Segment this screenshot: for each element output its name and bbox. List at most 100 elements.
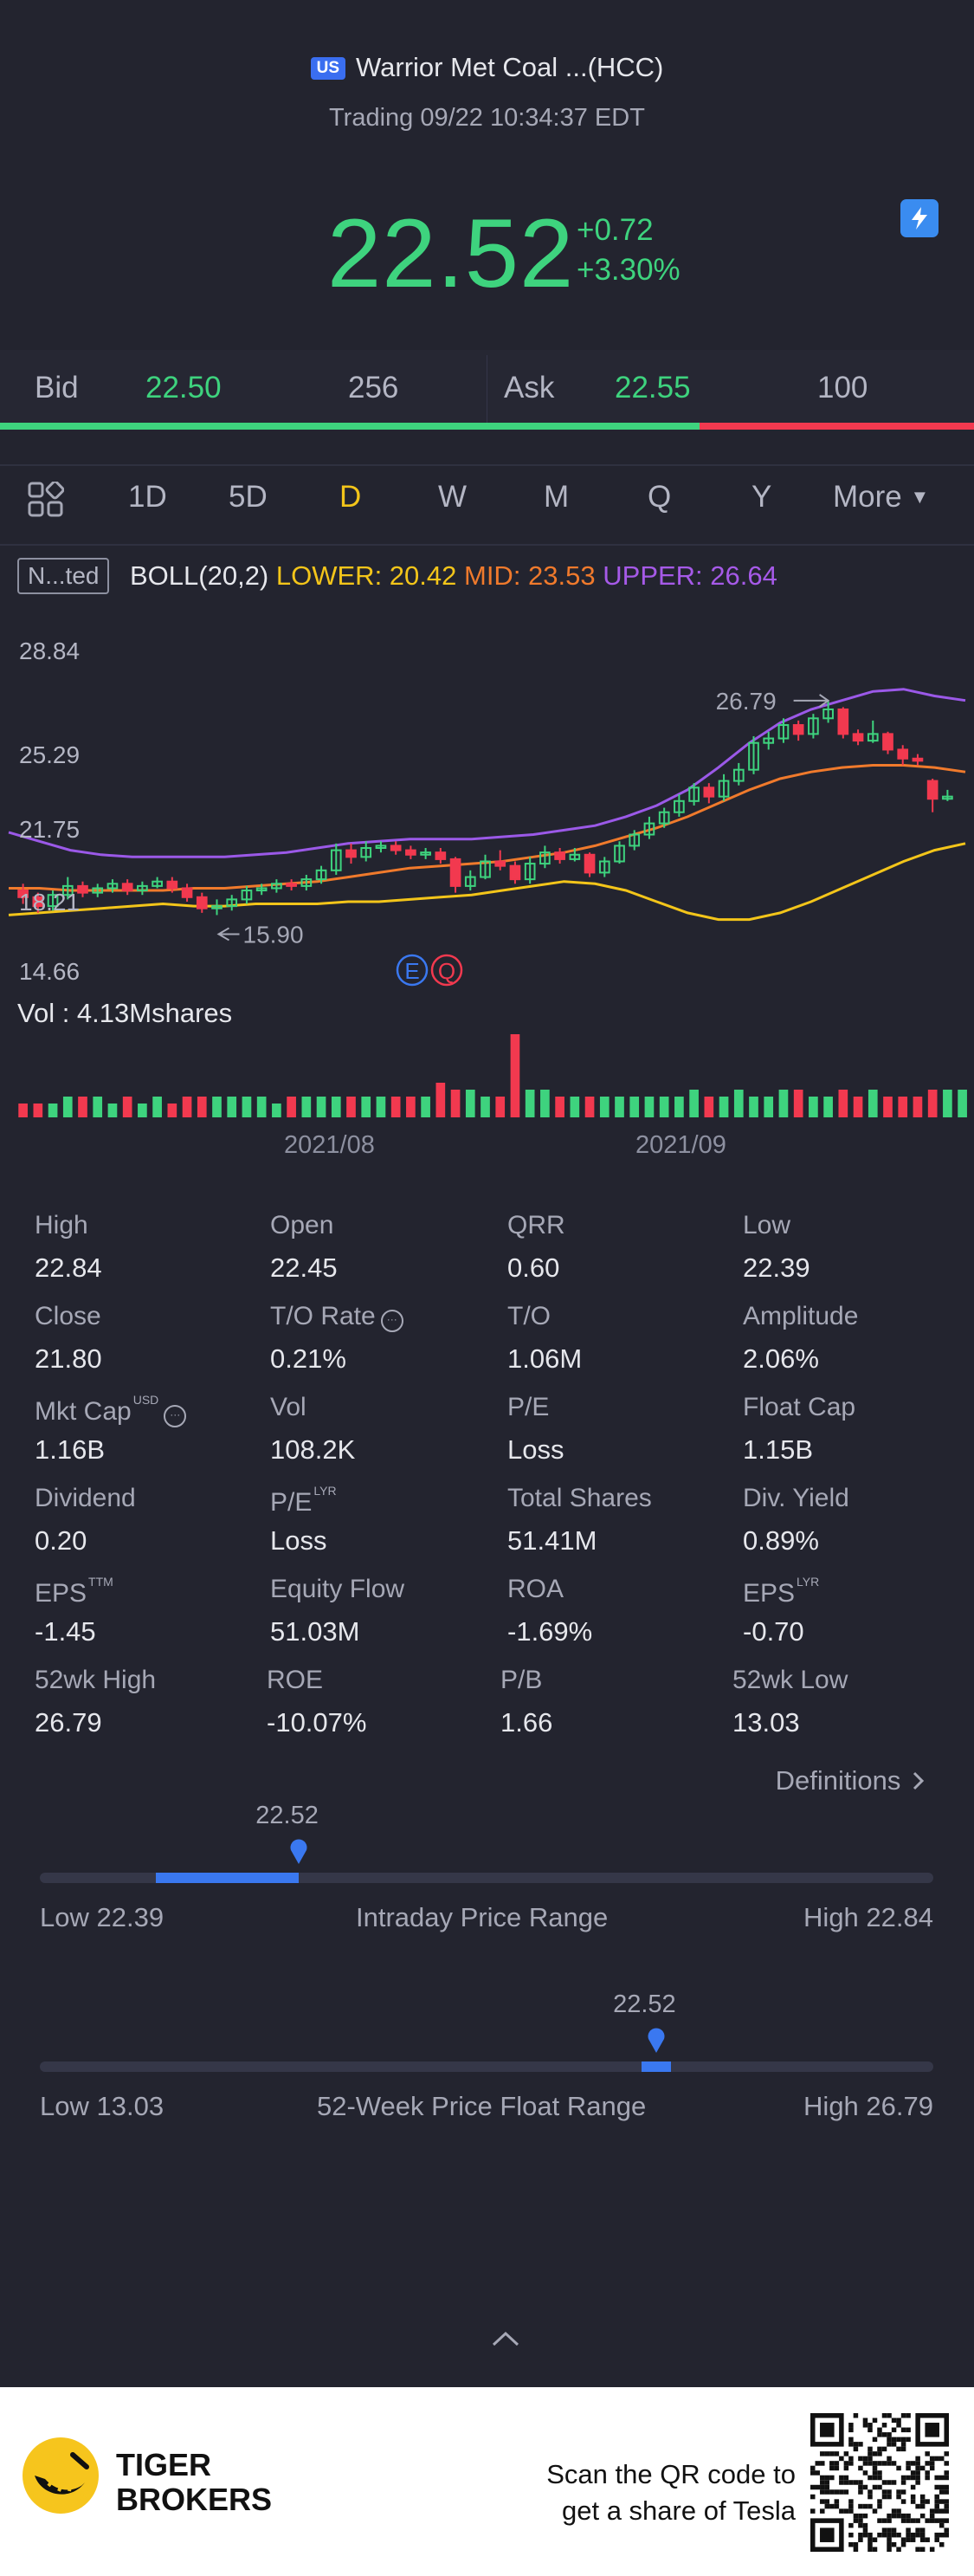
week52-current-value: 22.52: [613, 1990, 676, 2018]
stat-label-text: P/B: [500, 1666, 543, 1694]
volume-bar: [644, 1097, 655, 1117]
candlestick-chart[interactable]: 26.79 15.90 E Q: [0, 624, 974, 1143]
volume-bar: [242, 1097, 252, 1117]
stat-label-text: Total Shares: [507, 1484, 652, 1512]
stat-label-text: QRR: [507, 1211, 565, 1239]
candle-body: [808, 717, 819, 735]
chevron-right-icon: [913, 1771, 925, 1790]
candle-body: [777, 724, 790, 740]
event-marker-label: E: [404, 958, 419, 984]
tab-day[interactable]: D: [339, 480, 362, 514]
stat-label: ROA: [507, 1575, 564, 1604]
volume-bar: [301, 1097, 312, 1117]
stat-label: Float Cap: [743, 1393, 855, 1422]
stat-value: 0.89%: [743, 1525, 819, 1556]
event-marker-label: Q: [438, 958, 455, 984]
stat-label: Equity Flow: [270, 1575, 404, 1604]
stock-title: US Warrior Met Coal ...(HCC): [0, 52, 974, 83]
volume-bar: [883, 1097, 893, 1117]
info-icon[interactable]: ···: [380, 1310, 403, 1332]
stat-value: -1.45: [35, 1616, 96, 1647]
volume-bar: [182, 1097, 192, 1117]
candle-body: [584, 853, 596, 874]
tab-quarter[interactable]: Q: [648, 480, 672, 514]
candle-body: [435, 851, 447, 860]
stat-label-text: Open: [270, 1211, 334, 1239]
tab-1d[interactable]: 1D: [128, 480, 167, 514]
volume-bar: [18, 1104, 28, 1117]
candle-body: [315, 869, 327, 881]
stat-value: 0.20: [35, 1525, 87, 1556]
volume-bar: [599, 1097, 610, 1117]
stat-label-text: Float Cap: [743, 1393, 856, 1421]
candle-body: [449, 858, 461, 887]
volume-bar: [450, 1090, 461, 1117]
brand-line-1: TIGER: [116, 2447, 212, 2482]
stat-label-text: 52wk High: [35, 1666, 157, 1694]
volume-bar: [793, 1090, 803, 1117]
candle-body: [703, 786, 715, 798]
intraday-range-title: Intraday Price Range: [356, 1902, 609, 1932]
tab-more[interactable]: More ▼: [833, 480, 929, 515]
stat-label-text: Equity Flow: [270, 1575, 405, 1603]
indicator-selector[interactable]: N...ted: [17, 558, 110, 594]
tab-year[interactable]: Y: [751, 480, 772, 514]
definitions-link[interactable]: Definitions: [776, 1765, 926, 1796]
high-arrowhead: [819, 694, 830, 708]
volume-bar: [93, 1097, 103, 1117]
stat-label: T/O Rate ···: [270, 1302, 403, 1332]
stat-label: Close: [35, 1302, 101, 1331]
stat-label-text: 52wk Low: [732, 1666, 848, 1694]
candle-body: [494, 860, 506, 867]
volume-bar: [823, 1097, 833, 1117]
stat-value: 22.45: [270, 1252, 338, 1283]
volume-bar: [659, 1097, 669, 1117]
candle-body: [77, 884, 88, 894]
candle-body: [763, 737, 775, 744]
info-icon[interactable]: ···: [164, 1405, 187, 1427]
grid-layout-icon[interactable]: [28, 482, 64, 518]
lightning-icon[interactable]: [900, 199, 939, 237]
stat-value: 51.03M: [270, 1616, 360, 1647]
volume-bar: [167, 1104, 177, 1117]
candle-body: [867, 733, 879, 742]
volume-bar: [927, 1090, 938, 1117]
volume-bar: [122, 1097, 132, 1117]
y-tick-label: 21.75: [19, 816, 81, 843]
candle-body: [345, 849, 357, 858]
market-badge: US: [310, 57, 346, 80]
candle-body: [271, 883, 282, 890]
candle-body: [137, 884, 148, 892]
stat-label: Amplitude: [743, 1302, 858, 1331]
week52-high: High 26.79: [803, 2091, 933, 2121]
boll-mid: MID: 23.53: [464, 560, 596, 591]
tab-5d[interactable]: 5D: [229, 480, 268, 514]
candle-body: [629, 833, 641, 847]
event-marker-circle: [396, 954, 429, 987]
week52-range-track: [40, 2061, 933, 2072]
stat-label-text: Div. Yield: [743, 1484, 849, 1512]
candle-body: [926, 780, 939, 800]
candle-body: [837, 708, 849, 735]
volume-bar: [584, 1097, 595, 1117]
volume-bar: [152, 1097, 162, 1117]
volume-bar: [733, 1090, 744, 1117]
x-tick-label: 2021/08: [284, 1131, 375, 1159]
y-tick-label: 25.29: [19, 741, 81, 768]
stat-label: Mkt Cap USD ···: [35, 1393, 187, 1427]
candle-body: [405, 849, 416, 856]
qr-code: [810, 2413, 949, 2552]
volume-bar: [913, 1097, 923, 1117]
bid-label: Bid: [35, 371, 79, 405]
candle-body: [152, 880, 163, 887]
candle-body: [196, 896, 208, 909]
boll-lower: LOWER: 20.42: [275, 560, 457, 591]
chevron-up-icon[interactable]: [490, 2328, 521, 2349]
volume-bar: [943, 1090, 952, 1117]
stat-label: QRR: [507, 1211, 565, 1240]
volume-bar: [48, 1104, 58, 1117]
tab-week[interactable]: W: [438, 480, 468, 514]
candle-body: [897, 748, 909, 760]
stat-value: 1.66: [500, 1707, 553, 1738]
tab-month[interactable]: M: [544, 480, 570, 514]
